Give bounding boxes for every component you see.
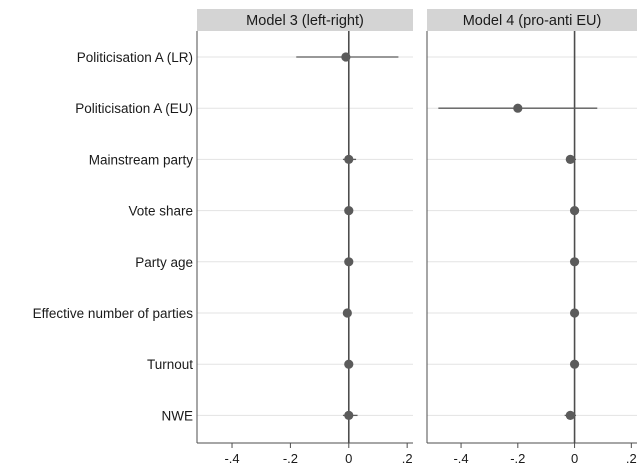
x-tick-label: -.2 [510, 451, 525, 465]
point-estimate [569, 206, 580, 216]
point-estimate [344, 359, 354, 369]
panel-1: Model 3 (left-right) -.4 -.2 0 .2 [196, 9, 413, 465]
category-label: Politicisation A (LR) [77, 50, 193, 65]
category-label: Mainstream party [89, 152, 194, 167]
x-tick-label: 0 [345, 451, 352, 465]
point-estimate [344, 206, 354, 216]
category-label: NWE [162, 408, 194, 423]
point-estimate [344, 257, 354, 267]
x-tick-label: -.4 [224, 451, 239, 465]
category-label: Politicisation A (EU) [75, 101, 193, 116]
x-tick-label: .2 [626, 451, 637, 465]
x-tick-label: .2 [402, 451, 413, 465]
panel-title-strip [427, 9, 637, 31]
point-estimate [341, 52, 351, 62]
point-estimate [344, 154, 354, 164]
category-label: Turnout [147, 357, 193, 372]
point-estimate [344, 410, 354, 420]
category-label: Vote share [128, 204, 193, 219]
x-tick-label: -.4 [453, 451, 468, 465]
panel-title: Model 3 (left-right) [246, 13, 364, 29]
x-tick-label: 0 [571, 451, 578, 465]
point-estimate [342, 308, 352, 318]
point-estimate [569, 359, 580, 369]
point-estimate [565, 154, 575, 164]
panel-2: Model 4 (pro-anti EU) -.4 -.2 0 .2 [426, 9, 637, 465]
point-estimate [569, 308, 580, 318]
point-estimate [569, 257, 580, 267]
point-estimate [565, 410, 575, 420]
panel-title: Model 4 (pro-anti EU) [463, 13, 602, 29]
panel-title-strip [197, 9, 413, 31]
category-label: Effective number of parties [33, 306, 194, 321]
category-label: Party age [135, 255, 193, 270]
x-tick-label: -.2 [283, 451, 298, 465]
point-estimate [513, 103, 523, 113]
